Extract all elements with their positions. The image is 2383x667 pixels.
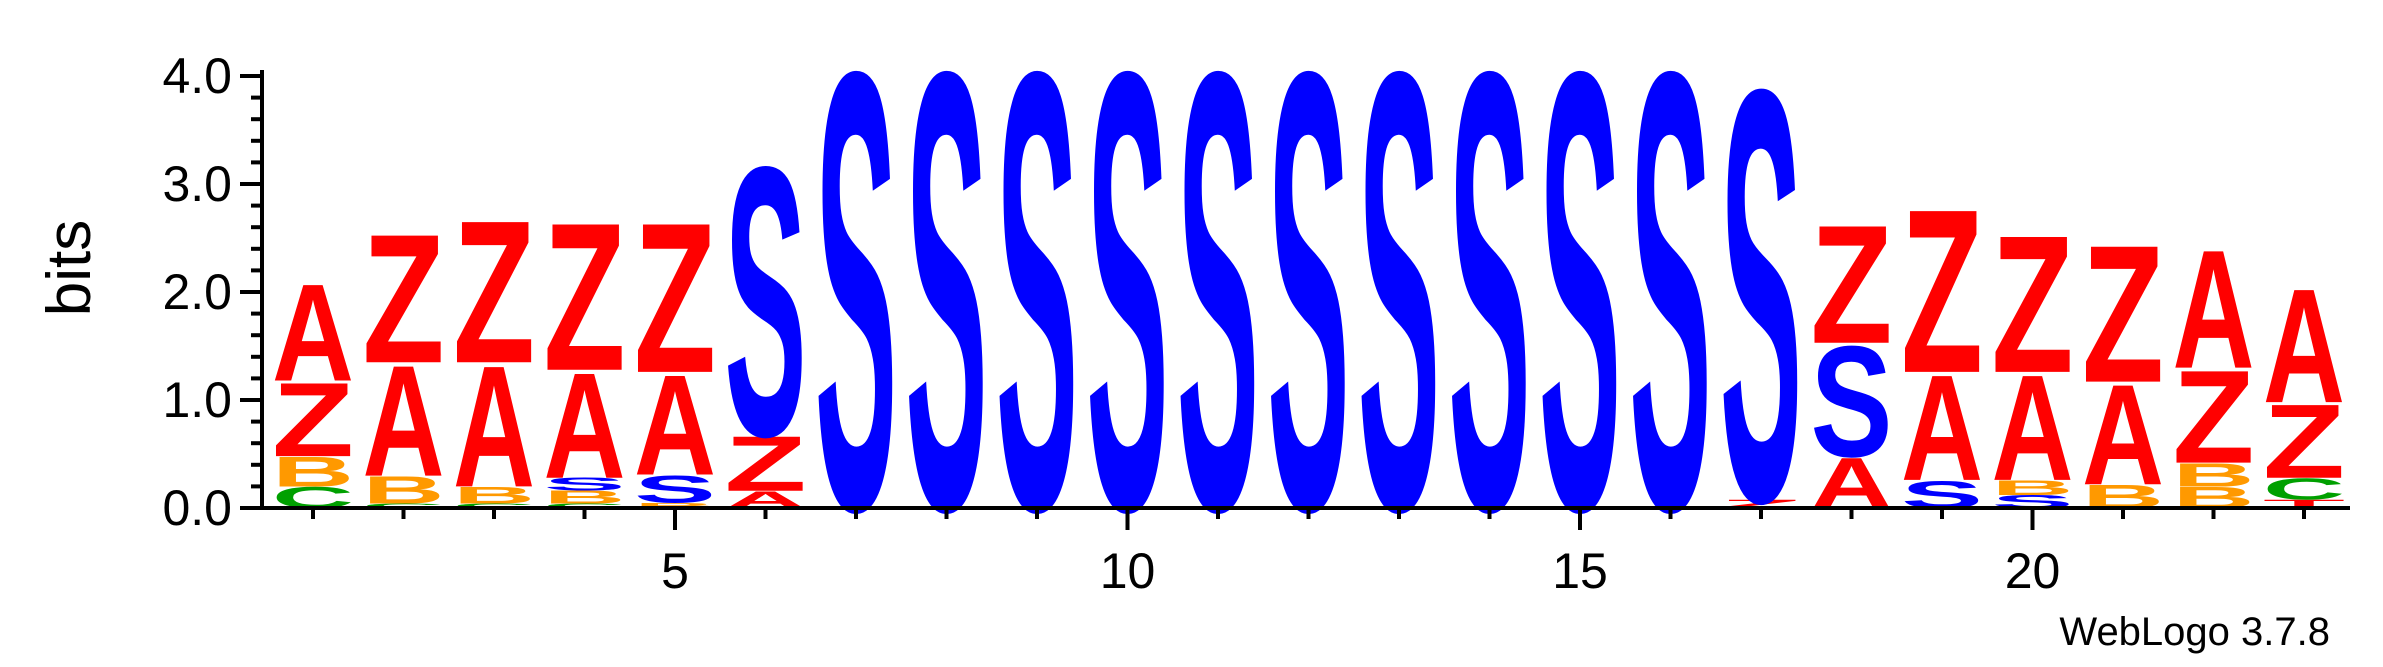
glyph-pos23-z-2: Z [2263, 382, 2345, 500]
glyph-pos5-a-2: A [634, 346, 716, 506]
glyph-pos17-s-1: S [1720, 0, 1802, 625]
glyph-pos20-z-3: Z [1992, 195, 2074, 414]
glyph-pos22-z-2: Z [2173, 343, 2255, 491]
x-tick-label: 10 [1100, 543, 1156, 599]
glyph-pos10-s-0: S [1087, 0, 1169, 641]
glyph-pos19-a-1: A [1901, 344, 1983, 512]
y-tick-label: 4.0 [162, 48, 232, 104]
glyph-pos4-c-0: C [544, 503, 626, 510]
glyph-pos1-z-2: Z [272, 361, 354, 479]
x-tick-label: 5 [661, 543, 689, 599]
glyph-pos22-b-1: B [2173, 456, 2255, 493]
glyph-pos1-a-3: A [272, 255, 354, 410]
glyph-pos5-b-0: B [634, 501, 716, 509]
glyph-pos2-a-2: A [363, 333, 445, 510]
glyph-pos6-z-1: Z [725, 420, 807, 508]
glyph-pos9-s-0: S [996, 0, 1078, 641]
glyph-pos20-a-2: A [1992, 344, 2074, 512]
glyph-pos7-s-0: S [815, 0, 897, 641]
glyph-pos18-s-1: S [1811, 314, 1893, 491]
glyph-pos5-s-1: S [634, 467, 716, 511]
glyph-pos16-s-0: S [1630, 0, 1712, 641]
glyph-pos2-z-3: Z [363, 197, 445, 403]
glyph-pos23-c-1: C [2263, 472, 2345, 506]
glyph-pos3-a-2: A [453, 330, 535, 524]
glyph-pos5-z-3: Z [634, 178, 716, 418]
glyph-pos12-s-0: S [1268, 0, 1350, 641]
glyph-pos22-a-3: A [2173, 215, 2255, 404]
glyph-pos8-s-0: S [906, 0, 988, 641]
glyph-pos4-b-1: B [544, 487, 626, 507]
glyph-pos18-z-2: Z [1811, 191, 1893, 379]
glyph-pos2-b-1: B [363, 468, 445, 512]
glyph-pos6-s-2: S [725, 87, 807, 517]
y-axis-label: bits [35, 220, 104, 316]
glyph-pos4-s-2: S [544, 474, 626, 494]
glyph-pos23-a-3: A [2263, 255, 2345, 437]
glyph-pos3-b-1: B [453, 482, 535, 509]
glyph-pos11-s-0: S [1177, 0, 1259, 641]
y-tick-label: 2.0 [162, 264, 232, 320]
glyph-pos4-a-3: A [544, 342, 626, 510]
glyph-pos19-z-2: Z [1901, 161, 1983, 422]
glyph-pos15-s-0: S [1539, 0, 1621, 641]
y-tick-label: 0.0 [162, 480, 232, 536]
y-tick-label: 1.0 [162, 372, 232, 428]
glyph-pos4-z-4: Z [544, 180, 626, 415]
axes-layer: 0.0 1.0 2.0 3.0 4.0 5 10 15 20 [162, 48, 2350, 599]
glyph-pos1-b-1: B [272, 448, 354, 495]
glyph-pos2-c-0: C [363, 503, 445, 510]
glyph-pos13-s-0: S [1358, 0, 1440, 641]
glyph-pos3-z-3: Z [453, 178, 535, 406]
y-tick-label: 3.0 [162, 156, 232, 212]
glyph-pos20-b-1: B [1992, 476, 2074, 500]
glyph-pos3-c-0: C [453, 503, 535, 510]
weblogo-version: WebLogo 3.7.8 [2059, 610, 2330, 654]
x-tick-label: 15 [1552, 543, 1608, 599]
x-tick-label: 20 [2005, 543, 2061, 599]
glyph-pos21-a-1: A [2082, 356, 2164, 516]
glyph-pos14-s-0: S [1449, 0, 1531, 641]
glyph-pos21-z-2: Z [2082, 204, 2164, 423]
